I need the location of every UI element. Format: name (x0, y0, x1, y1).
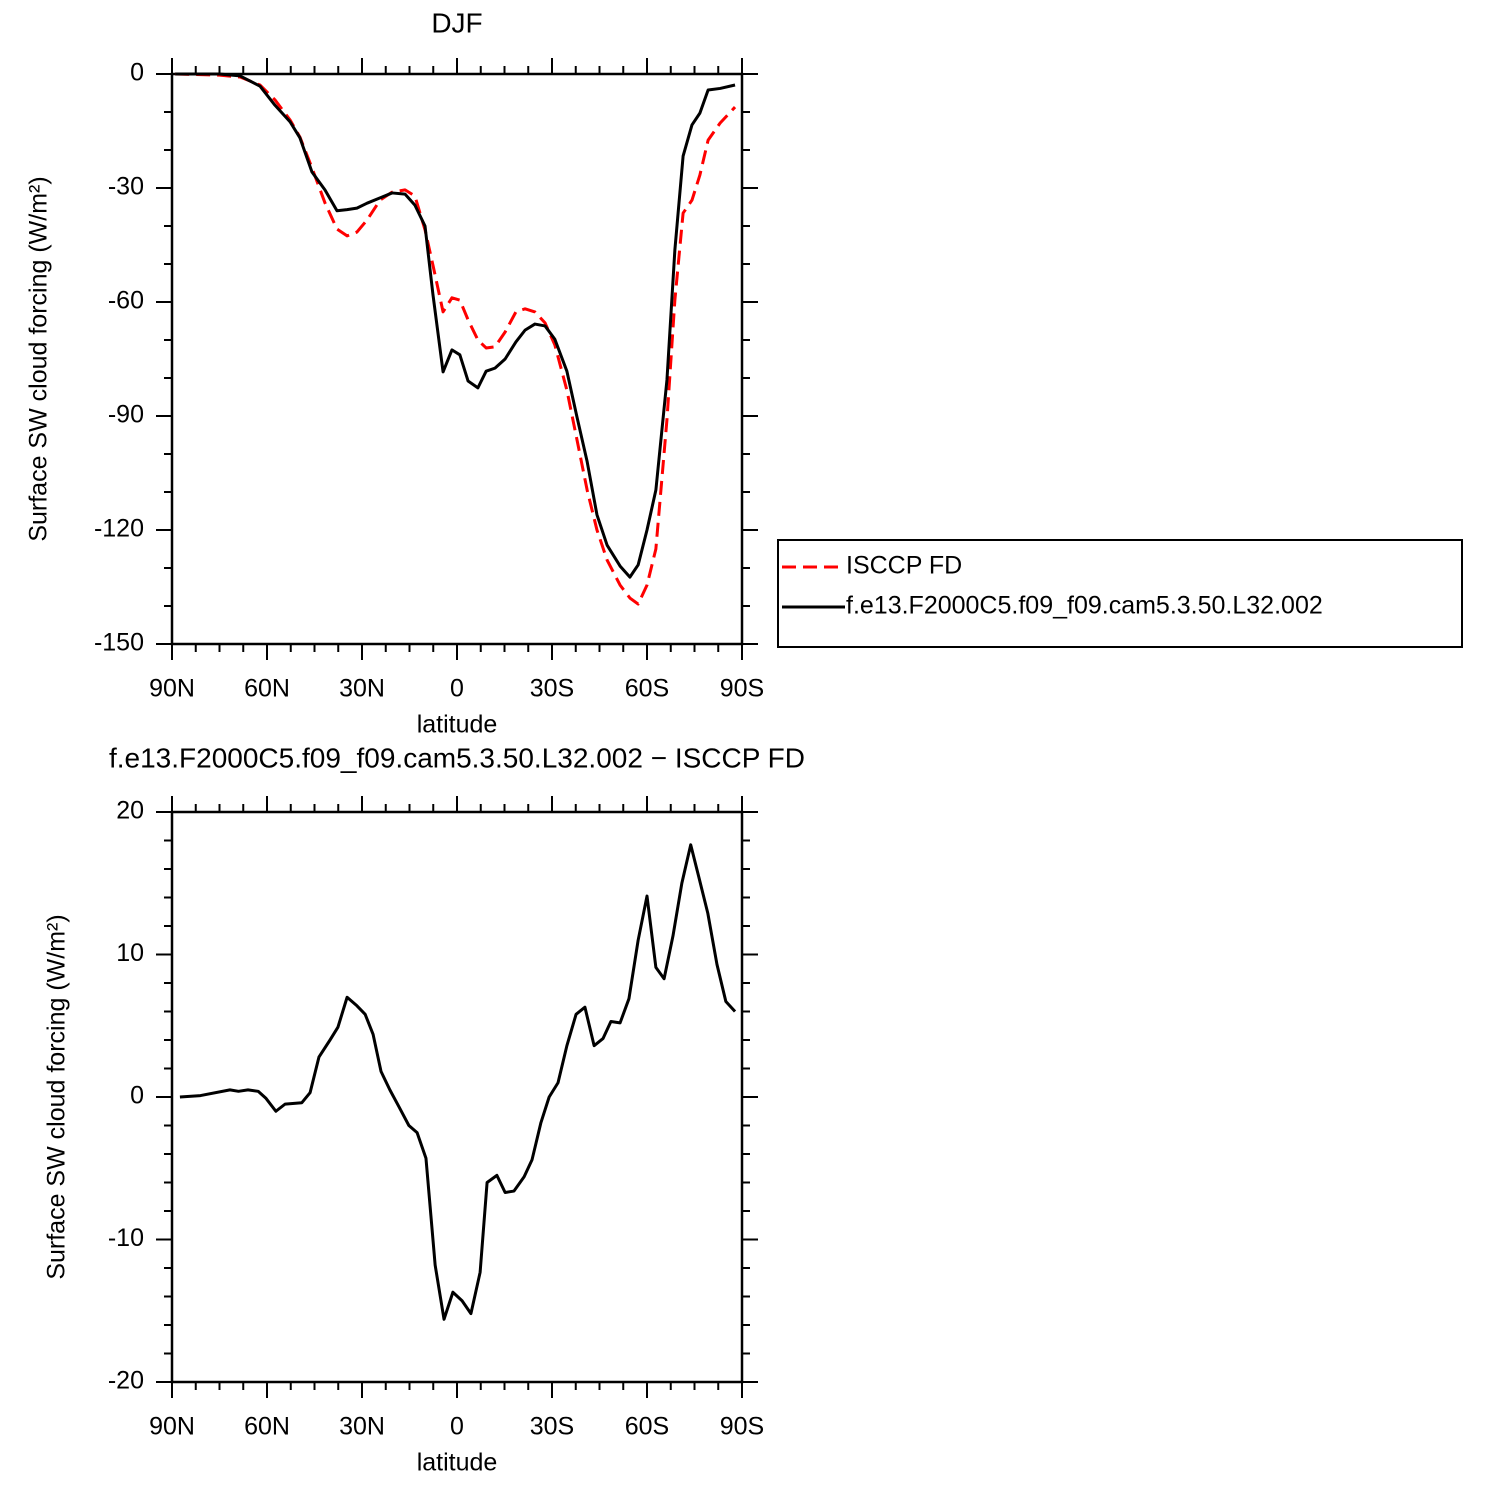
y-tick-label: 0 (130, 1082, 144, 1110)
x-tick-label: 0 (450, 675, 464, 703)
y-tick-label: 10 (116, 939, 144, 967)
x-tick-label: 60N (244, 1413, 290, 1441)
y-axis-label: Surface SW cloud forcing (W/m²) (25, 176, 53, 541)
x-tick-label: 60S (625, 1413, 669, 1441)
x-tick-label: 30S (530, 675, 574, 703)
y-tick-label: -30 (108, 173, 144, 201)
data-line (175, 72, 736, 579)
y-tick-label: -60 (108, 287, 144, 315)
y-tick-label: 0 (130, 59, 144, 87)
data-line (179, 843, 737, 1321)
y-tick-label: 20 (116, 797, 144, 825)
panel: DJF latitude Surface SW cloud forcing (W/m… (25, 7, 1463, 739)
legend-box (777, 539, 1463, 648)
x-tick-label: 90S (720, 1413, 764, 1441)
legend-label: ISCCP FD (846, 552, 962, 580)
x-tick-label: 60N (244, 675, 290, 703)
x-axis-label: latitude (417, 1449, 498, 1477)
x-tick-label: 90N (149, 675, 195, 703)
chart-title: DJF (431, 7, 482, 38)
x-tick-label: 30N (339, 1413, 385, 1441)
y-tick-label: -120 (94, 515, 144, 543)
plot-frame (170, 810, 744, 1384)
x-tick-label: 90N (149, 1413, 195, 1441)
x-tick-label: 30N (339, 675, 385, 703)
chart-title: f.e13.F2000C5.f09_f09.cam5.3.50.L32.002 … (109, 742, 805, 773)
x-tick-label: 90S (720, 675, 764, 703)
y-axis-label: Surface SW cloud forcing (W/m²) (43, 914, 71, 1279)
x-tick-label: 30S (530, 1413, 574, 1441)
x-axis-label: latitude (417, 711, 498, 739)
panel: f.e13.F2000C5.f09_f09.cam5.3.50.L32.002 … (43, 742, 805, 1476)
y-tick-label: -10 (108, 1224, 144, 1252)
y-tick-label: -150 (94, 629, 144, 657)
plot-frame (170, 72, 744, 646)
data-line (175, 72, 737, 606)
y-tick-label: -20 (108, 1367, 144, 1395)
y-tick-label: -90 (108, 401, 144, 429)
legend-label: f.e13.F2000C5.f09_f09.cam5.3.50.L32.002 (846, 592, 1323, 620)
x-tick-label: 0 (450, 1413, 464, 1441)
x-tick-label: 60S (625, 675, 669, 703)
